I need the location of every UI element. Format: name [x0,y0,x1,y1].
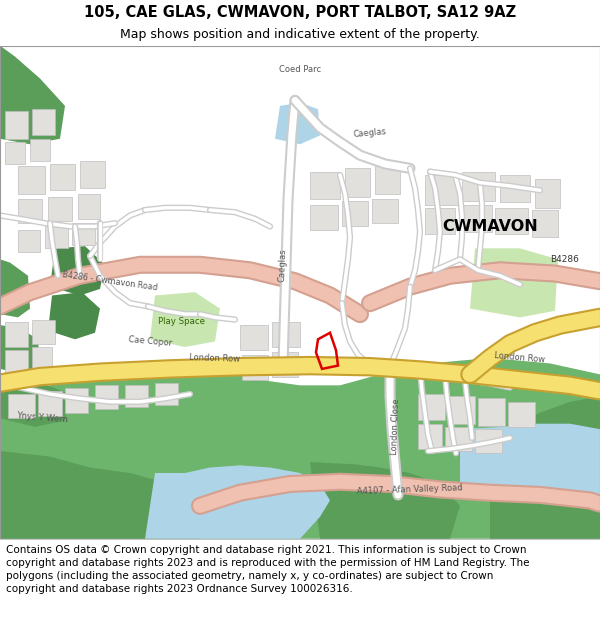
Text: Play Space: Play Space [158,318,205,326]
Polygon shape [418,394,445,421]
Polygon shape [470,248,558,318]
Text: Contains OS data © Crown copyright and database right 2021. This information is : Contains OS data © Crown copyright and d… [6,545,530,594]
Text: London Row: London Row [494,351,546,364]
Polygon shape [310,204,338,230]
Polygon shape [460,424,600,506]
Polygon shape [460,204,492,232]
Polygon shape [30,139,50,161]
Polygon shape [462,172,495,201]
Polygon shape [80,161,105,188]
Polygon shape [5,322,28,347]
Polygon shape [65,388,88,412]
Text: B4286 - Cwmavon Road: B4286 - Cwmavon Road [62,270,158,292]
Polygon shape [490,396,600,539]
Polygon shape [145,466,330,539]
Polygon shape [342,201,368,226]
Polygon shape [532,210,558,238]
Polygon shape [272,322,300,347]
Polygon shape [345,168,370,197]
Polygon shape [372,199,398,223]
Polygon shape [0,325,40,374]
Text: Caeglas: Caeglas [353,127,387,139]
Text: Coed Parc: Coed Parc [279,65,321,74]
Polygon shape [310,172,340,199]
Text: CWMAVON: CWMAVON [442,219,538,234]
Polygon shape [38,391,62,416]
Polygon shape [272,352,298,377]
Polygon shape [240,325,268,350]
Polygon shape [0,358,600,539]
Polygon shape [500,175,530,203]
Polygon shape [95,386,118,409]
Polygon shape [448,396,475,424]
Polygon shape [425,208,455,234]
Text: Map shows position and indicative extent of the property.: Map shows position and indicative extent… [120,28,480,41]
Polygon shape [150,292,220,347]
Polygon shape [32,109,55,136]
Polygon shape [475,429,502,453]
Polygon shape [48,197,72,221]
Polygon shape [425,175,458,204]
Polygon shape [48,292,100,339]
Polygon shape [0,451,200,539]
Polygon shape [0,259,30,318]
Polygon shape [45,226,68,248]
Text: Cae Copor: Cae Copor [128,335,172,348]
Polygon shape [18,199,42,223]
Polygon shape [50,164,75,190]
Polygon shape [275,102,320,144]
Text: London Close: London Close [389,399,400,456]
Polygon shape [5,142,25,164]
Text: A4107 - Afan Valley Road: A4107 - Afan Valley Road [357,483,463,496]
Text: Caeglas: Caeglas [278,248,288,282]
Polygon shape [72,223,95,245]
Polygon shape [50,246,105,296]
Polygon shape [310,462,460,539]
Polygon shape [32,319,55,344]
Polygon shape [5,350,28,374]
Polygon shape [18,166,45,194]
Polygon shape [418,424,442,449]
Polygon shape [5,111,28,139]
Polygon shape [445,427,472,451]
Polygon shape [242,354,268,380]
Polygon shape [8,394,35,418]
Polygon shape [535,179,560,208]
Polygon shape [0,380,70,427]
Polygon shape [375,166,400,194]
Polygon shape [508,402,535,427]
Polygon shape [155,383,178,405]
Text: 105, CAE GLAS, CWMAVON, PORT TALBOT, SA12 9AZ: 105, CAE GLAS, CWMAVON, PORT TALBOT, SA1… [84,5,516,20]
Text: B4286: B4286 [551,255,580,264]
Polygon shape [0,46,65,144]
Polygon shape [125,386,148,408]
Text: Ynys Y Wern: Ynys Y Wern [16,411,68,425]
Polygon shape [478,399,505,426]
Polygon shape [32,347,52,372]
Polygon shape [78,194,100,219]
Text: London Row: London Row [190,352,241,363]
Polygon shape [18,230,40,252]
Polygon shape [495,208,528,234]
